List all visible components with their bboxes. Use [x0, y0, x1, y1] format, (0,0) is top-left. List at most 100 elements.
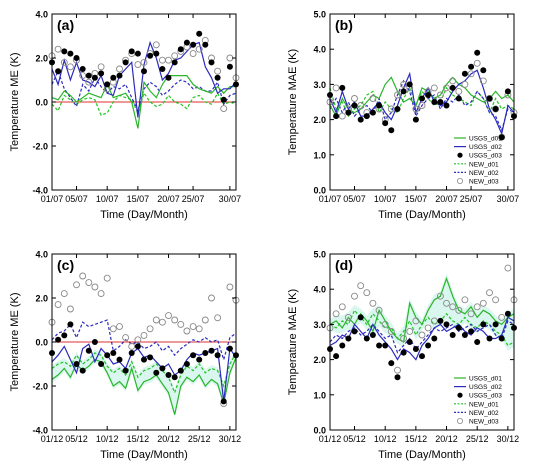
series-point-NEW_d03 [436, 91, 444, 99]
series-point-USGS_d03 [333, 113, 340, 120]
x-tick-label: 20/07 [157, 194, 180, 204]
series-point-USGS_d03 [190, 41, 197, 48]
series-point-NEW_d03 [338, 303, 346, 311]
series-line-USGS_d01 [329, 276, 515, 343]
band-highlight [330, 273, 514, 351]
series-point-USGS_d03 [79, 66, 86, 72]
x-tick-label: 10/07 [374, 194, 397, 204]
y-tick-label: 2.0 [313, 115, 326, 125]
series-point-USGS_d03 [412, 346, 419, 352]
series-point-USGS_d03 [437, 99, 444, 105]
series-point-USGS_d03 [437, 317, 444, 324]
series-point-USGS_d03 [134, 343, 141, 350]
series-point-USGS_d03 [165, 74, 172, 81]
series-point-NEW_d03 [116, 65, 123, 73]
series-point-USGS_d03 [177, 367, 184, 374]
x-tick-label: 10/07 [96, 194, 119, 204]
series-point-NEW_d03 [220, 105, 228, 113]
series-point-USGS_d03 [104, 81, 111, 88]
series-point-NEW_d03 [189, 50, 197, 58]
series-point-USGS_d03 [369, 109, 376, 116]
series-point-NEW_d03 [412, 317, 420, 325]
series-point-NEW_d03 [122, 334, 130, 342]
x-tick-label: 05/07 [343, 194, 366, 204]
series-point-NEW_d03 [387, 105, 395, 113]
panel-a: -4.0 -2.0 0.0 2.0 4.0 01/07 05/07 10/07 15/07 20/… [9, 10, 241, 222]
series-point-USGS_d03 [504, 88, 511, 95]
series-point-NEW_d03 [443, 299, 450, 307]
series-point-USGS_d03 [406, 81, 413, 88]
legend-label: NEW_d01 [469, 401, 499, 408]
y-tick-label: 0.0 [35, 98, 48, 108]
series-point-USGS_d03 [388, 360, 395, 367]
series-point-USGS_d03 [98, 70, 105, 77]
series-point-NEW_d03 [109, 325, 117, 333]
series-point-USGS_d03 [431, 335, 438, 342]
series-point-NEW_d03 [412, 105, 420, 113]
series-point-USGS_d03 [61, 48, 68, 55]
panel-c: -4.0 -2.0 0.0 2.0 4.0 01/12 05/12 10/12 15/12 20/… [9, 250, 241, 462]
series-line-NEW_d02 [51, 319, 237, 362]
series-point-NEW_d03 [134, 61, 142, 69]
series-line-NEW_d01 [51, 91, 237, 116]
series-point-USGS_d03 [183, 39, 190, 46]
series-point-USGS_d03 [128, 48, 135, 55]
series-point-NEW_d03 [461, 80, 469, 88]
series-line-USGS_d01 [51, 75, 236, 129]
series-point-NEW_d03 [449, 77, 457, 85]
series-point-NEW_d03 [152, 41, 160, 49]
series-point-USGS_d03 [382, 342, 389, 349]
series-point-NEW_d03 [214, 67, 222, 75]
legend-label: USGS_d01 [469, 136, 502, 143]
series-point-USGS_d03 [406, 339, 413, 345]
series-point-NEW_d03 [85, 279, 93, 287]
series-point-USGS_d03 [504, 310, 511, 317]
series-point-NEW_d03 [66, 63, 74, 71]
series-point-USGS_d03 [110, 350, 117, 356]
series-line-NEW_d02 [329, 320, 515, 354]
series-point-USGS_d03 [455, 324, 462, 331]
legend-label: NEW_d02 [469, 170, 499, 177]
series-point-NEW_d03 [140, 58, 148, 66]
y-axis-label: Temperature ME (K) [9, 52, 21, 151]
x-tick-label: 30/12 [219, 434, 242, 444]
series-point-USGS_d03 [165, 372, 172, 378]
y-tick-label: 5.0 [313, 250, 326, 260]
series-point-NEW_d03 [461, 296, 469, 304]
y-tick-label: 0.0 [313, 426, 326, 436]
series-point-USGS_d03 [202, 350, 209, 356]
series-point-USGS_d03 [351, 102, 358, 109]
series-point-USGS_d03 [339, 84, 346, 91]
series-point-USGS_d03 [91, 339, 98, 345]
series-point-NEW_d03 [492, 296, 500, 304]
x-tick-label: 10/12 [374, 434, 397, 444]
series-point-NEW_d03 [85, 78, 93, 86]
series-point-NEW_d03 [430, 84, 438, 92]
series-point-USGS_d03 [412, 116, 419, 123]
y-tick-label: 2.0 [313, 355, 326, 365]
series-point-USGS_d03 [363, 113, 370, 120]
series-point-NEW_d03 [443, 84, 450, 92]
series-point-USGS_d03 [153, 369, 160, 376]
series-point-NEW_d03 [152, 316, 160, 324]
legend-label: NEW_d01 [469, 161, 499, 168]
series-point-USGS_d03 [177, 46, 184, 53]
panel-b: 0.0 1.0 2.0 3.0 4.0 5.0 01/07 05/07 10/07 15/07 20… [287, 10, 519, 222]
series-point-USGS_d03 [345, 109, 352, 116]
series-point-NEW_d03 [363, 289, 371, 297]
series-point-USGS_d03 [220, 398, 227, 405]
series-point-NEW_d03 [332, 84, 340, 92]
series-point-NEW_d03 [375, 306, 383, 314]
series-point-USGS_d03 [171, 59, 178, 66]
series-point-USGS_d03 [400, 88, 407, 95]
series-point-NEW_d03 [60, 58, 68, 66]
series-point-USGS_d03 [116, 72, 123, 79]
series-point-NEW_d03 [171, 52, 179, 60]
series-point-USGS_d03 [425, 92, 432, 98]
series-point-NEW_d03 [338, 112, 346, 120]
series-point-NEW_d03 [79, 272, 87, 280]
series-point-USGS_d03 [122, 59, 129, 66]
series-point-NEW_d03 [344, 313, 352, 321]
plot-area [330, 254, 514, 430]
